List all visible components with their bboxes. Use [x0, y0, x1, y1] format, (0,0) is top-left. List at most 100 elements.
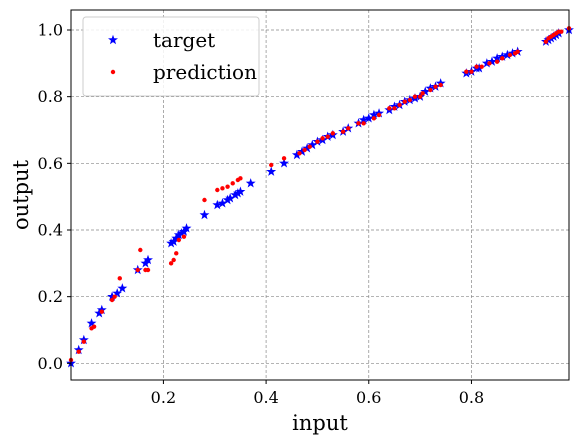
prediction-point	[297, 151, 302, 156]
prediction-point	[91, 324, 97, 329]
prediction-point	[281, 156, 287, 161]
prediction-point	[412, 94, 418, 99]
series-prediction	[68, 26, 572, 363]
prediction-point	[181, 234, 187, 239]
prediction-point	[469, 69, 474, 74]
prediction-point	[515, 49, 520, 54]
prediction-point	[220, 186, 225, 191]
target-point	[107, 291, 118, 301]
prediction-point	[433, 84, 438, 89]
target-point	[217, 198, 228, 208]
target-point	[112, 288, 123, 298]
target-point	[176, 228, 187, 238]
prediction-point	[99, 309, 105, 314]
legend-entries: target prediction	[108, 28, 257, 84]
target-point	[181, 223, 192, 233]
y-tick-label: 0.0	[38, 354, 63, 373]
target-point	[143, 254, 153, 265]
prediction-point	[76, 349, 81, 354]
x-tick-label: 0.4	[253, 388, 278, 407]
prediction-point	[438, 82, 443, 88]
prediction-point	[487, 61, 492, 66]
prediction-point	[171, 257, 176, 263]
prediction-point	[81, 339, 87, 344]
prediction-point	[117, 276, 122, 281]
target-point	[86, 318, 97, 328]
target-point	[507, 48, 518, 58]
legend-label-target: target	[153, 28, 215, 52]
prediction-point	[109, 297, 115, 303]
prediction-point	[507, 52, 513, 58]
target-point	[307, 139, 318, 150]
prediction-point	[559, 29, 564, 34]
prediction-point	[269, 162, 274, 168]
prediction-point	[135, 267, 140, 273]
prediction-point	[392, 106, 397, 111]
target-point	[358, 114, 369, 125]
prediction-point	[225, 184, 230, 189]
prediction-point	[371, 116, 377, 121]
prediction-point	[464, 69, 469, 74]
target-point	[199, 209, 210, 220]
prediction-point	[420, 91, 425, 96]
plot-frame	[70, 9, 570, 381]
y-tick-label: 0.4	[38, 221, 63, 240]
target-point	[297, 146, 307, 156]
target-point	[173, 229, 184, 240]
target-point	[117, 283, 128, 293]
legend-marker-prediction	[110, 69, 116, 75]
prediction-point	[340, 129, 346, 134]
prediction-point	[145, 267, 151, 273]
target-point	[420, 86, 431, 96]
target-point	[368, 109, 379, 120]
target-point	[166, 238, 177, 248]
x-tick-label: 0.2	[151, 388, 176, 407]
y-axis-label: output	[9, 159, 33, 230]
target-point	[245, 178, 256, 188]
prediction-point	[479, 64, 484, 69]
prediction-point	[330, 131, 336, 136]
prediction-point	[215, 187, 220, 193]
target-point	[235, 186, 246, 196]
prediction-point	[202, 197, 207, 203]
target-point	[363, 113, 374, 123]
target-point	[502, 49, 513, 60]
prediction-point	[500, 56, 505, 61]
y-tick-label: 0.6	[38, 154, 63, 173]
target-point	[481, 58, 492, 68]
prediction-point	[138, 247, 143, 253]
prediction-point	[417, 94, 423, 99]
prediction-point	[397, 102, 402, 108]
prediction-point	[407, 97, 413, 103]
prediction-point	[168, 261, 174, 266]
target-point	[225, 193, 236, 203]
prediction-point	[307, 144, 312, 149]
target-point	[474, 63, 485, 73]
y-tick-label: 0.8	[38, 87, 63, 106]
legend-entry-prediction: prediction	[110, 60, 257, 84]
prediction-point	[376, 112, 382, 118]
prediction-point	[361, 121, 366, 126]
series-layer	[66, 24, 574, 368]
prediction-point	[112, 294, 117, 299]
prediction-point	[474, 64, 479, 69]
target-point	[487, 56, 497, 66]
target-point	[291, 149, 302, 160]
y-tick-label: 0.2	[38, 287, 63, 306]
prediction-point	[174, 251, 179, 256]
target-point	[212, 199, 223, 210]
prediction-point	[315, 139, 320, 144]
target-point	[232, 188, 243, 198]
x-axis-label: input	[292, 411, 348, 435]
target-point	[230, 189, 241, 200]
prediction-point	[356, 121, 361, 126]
x-tick-label: 0.8	[459, 388, 484, 407]
x-tick-label: 0.6	[356, 388, 381, 407]
legend-label-prediction: prediction	[153, 60, 257, 84]
target-point	[266, 166, 277, 176]
legend-box	[82, 16, 260, 97]
legend-marker-target	[108, 34, 118, 45]
target-point	[279, 158, 290, 168]
x-axis: 0.2 0.4 0.6 0.8	[151, 380, 484, 407]
